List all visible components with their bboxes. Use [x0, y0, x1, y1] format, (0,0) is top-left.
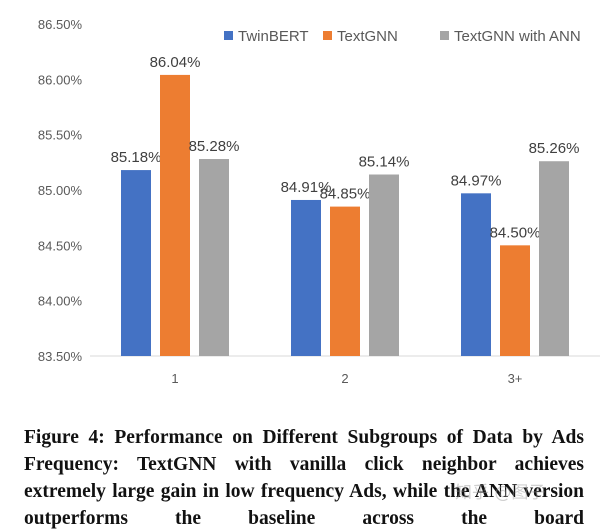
- legend-label: TextGNN: [337, 28, 398, 45]
- data-label: 84.97%: [451, 172, 502, 189]
- data-label: 85.28%: [189, 138, 240, 155]
- y-tick-label: 86.00%: [38, 72, 83, 87]
- bar-twinbert: [121, 170, 151, 356]
- bar-textgnn-with-ann: [199, 159, 229, 356]
- legend-swatch: [323, 31, 332, 40]
- y-tick-label: 84.50%: [38, 238, 83, 253]
- legend-swatch: [224, 31, 233, 40]
- bar-textgnn: [330, 206, 360, 356]
- figure-caption: Figure 4: Performance on Different Subgr…: [24, 427, 584, 529]
- x-tick-label: 2: [341, 371, 348, 386]
- data-label: 84.91%: [281, 179, 332, 196]
- data-label: 85.26%: [529, 140, 580, 157]
- bar-twinbert: [291, 199, 321, 356]
- bar-chart: 83.50% 84.00% 84.50% 85.00% 85.50% 86.00% 86.5…: [38, 17, 600, 386]
- data-label: 85.18%: [111, 149, 162, 166]
- x-tick-label: 3+: [508, 371, 523, 386]
- data-label: 84.50%: [490, 224, 541, 241]
- data-label: 85.14%: [359, 154, 410, 171]
- data-label: 84.85%: [320, 186, 371, 203]
- x-tick-label: 1: [171, 371, 178, 386]
- bar-textgnn-with-ann: [369, 174, 399, 356]
- bar-textgnn-with-ann: [539, 161, 569, 356]
- y-tick-label: 85.50%: [38, 128, 83, 143]
- y-tick-label: 85.00%: [38, 183, 83, 198]
- legend-label: TextGNN with ANN: [454, 28, 581, 45]
- data-label: 86.04%: [150, 54, 201, 71]
- y-tick-label: 83.50%: [38, 349, 83, 364]
- bar-textgnn: [160, 74, 190, 356]
- y-tick-label: 84.00%: [38, 294, 83, 309]
- bar-twinbert: [461, 193, 491, 356]
- legend-swatch: [440, 31, 449, 40]
- bar-textgnn: [500, 245, 530, 356]
- legend-label: TwinBERT: [238, 28, 309, 45]
- y-tick-label: 86.50%: [38, 17, 83, 32]
- watermark: 知乎 @图子: [455, 483, 546, 503]
